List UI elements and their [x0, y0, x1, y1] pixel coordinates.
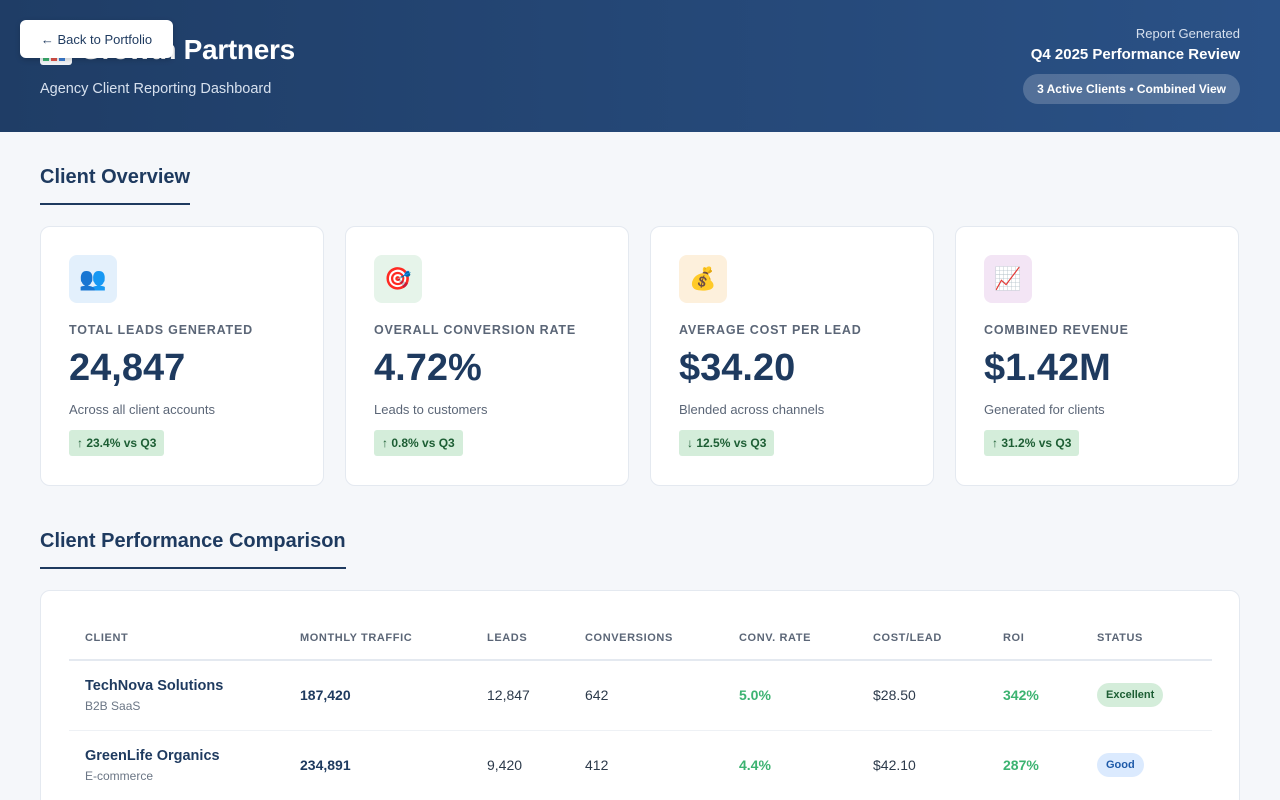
status-cell: Good: [1081, 730, 1212, 800]
kpi-trend-badge: ↑ 23.4% vs Q3: [69, 430, 165, 456]
column-header-client[interactable]: CLIENT: [69, 619, 284, 661]
column-header-leads[interactable]: LEADS: [471, 619, 569, 661]
report-meta: Report Generated Q4 2025 Performance Rev…: [1023, 26, 1240, 104]
client-cell: TechNova Solutions B2B SaaS: [69, 660, 284, 731]
kpi-description: Blended across channels: [679, 402, 825, 417]
kpi-value: $1.42M: [984, 347, 1111, 389]
status-badge: Good: [1097, 753, 1144, 777]
column-header-conversions[interactable]: CONVERSIONS: [569, 619, 723, 661]
kpi-value: $34.20: [679, 347, 796, 389]
column-header-cost-per-lead[interactable]: COST/LEAD: [857, 619, 987, 661]
kpi-description: Across all client accounts: [69, 402, 215, 417]
kpi-description: Generated for clients: [984, 402, 1105, 417]
kpi-cards: 👥 TOTAL LEADS GENERATED 24,847 Across al…: [40, 226, 1239, 486]
status-badge: Excellent: [1097, 683, 1164, 708]
kpi-value: 24,847: [69, 347, 186, 389]
comparison-title: Client Performance Comparison: [40, 530, 346, 569]
kpi-card-cost-per-lead: 💰 AVERAGE COST PER LEAD $34.20 Blended a…: [650, 226, 934, 486]
cost-per-lead-cell: $28.50: [857, 660, 987, 731]
column-header-conv-rate[interactable]: CONV. RATE: [723, 619, 857, 661]
table-row[interactable]: GreenLife Organics E-commerce 234,891 9,…: [69, 730, 1212, 800]
page-header: Growth Partners Agency Client Reporting …: [0, 0, 1280, 132]
table-header-row: CLIENT MONTHLY TRAFFIC LEADS CONVERSIONS…: [69, 619, 1212, 661]
kpi-label: COMBINED REVENUE: [984, 323, 1129, 337]
kpi-label: OVERALL CONVERSION RATE: [374, 323, 576, 337]
kpi-trend-badge: ↓ 12.5% vs Q3: [679, 430, 775, 456]
column-header-status[interactable]: STATUS: [1081, 619, 1212, 661]
leads-cell: 12,847: [471, 660, 569, 731]
client-overview-title: Client Overview: [40, 166, 191, 205]
kpi-card-conversion-rate: 🎯 OVERALL CONVERSION RATE 4.72% Leads to…: [345, 226, 629, 486]
roi-cell: 342%: [987, 660, 1081, 731]
client-type: E-commerce: [85, 768, 154, 783]
client-comparison-table: CLIENT MONTHLY TRAFFIC LEADS CONVERSIONS…: [69, 619, 1212, 800]
target-icon: 🎯: [374, 255, 422, 303]
kpi-card-total-leads: 👥 TOTAL LEADS GENERATED 24,847 Across al…: [40, 226, 324, 486]
roi-cell: 287%: [987, 730, 1081, 800]
report-title: Q4 2025 Performance Review: [1030, 46, 1240, 63]
trend-chart-icon: 📈: [984, 255, 1032, 303]
money-bag-icon: 💰: [679, 255, 727, 303]
kpi-trend-badge: ↑ 31.2% vs Q3: [984, 430, 1080, 456]
kpi-value: 4.72%: [374, 347, 482, 389]
client-name[interactable]: GreenLife Organics: [85, 747, 220, 764]
cost-per-lead-cell: $42.10: [857, 730, 987, 800]
kpi-label: AVERAGE COST PER LEAD: [679, 323, 862, 337]
comparison-table-card: CLIENT MONTHLY TRAFFIC LEADS CONVERSIONS…: [40, 590, 1240, 800]
column-header-traffic[interactable]: MONTHLY TRAFFIC: [284, 619, 471, 661]
active-clients-pill: 3 Active Clients • Combined View: [1023, 74, 1240, 104]
traffic-cell: 187,420: [284, 660, 471, 731]
kpi-description: Leads to customers: [374, 402, 488, 417]
conversions-cell: 412: [569, 730, 723, 800]
client-type: B2B SaaS: [85, 698, 141, 713]
brand-subtitle: Agency Client Reporting Dashboard: [40, 81, 272, 97]
table-row[interactable]: TechNova Solutions B2B SaaS 187,420 12,8…: [69, 660, 1212, 731]
client-name[interactable]: TechNova Solutions: [85, 677, 224, 694]
conversions-cell: 642: [569, 660, 723, 731]
report-label: Report Generated: [1135, 26, 1240, 41]
back-to-portfolio-button[interactable]: ← Back to Portfolio: [20, 20, 173, 58]
leads-cell: 9,420: [471, 730, 569, 800]
people-icon: 👥: [69, 255, 117, 303]
conv-rate-cell: 5.0%: [723, 660, 857, 731]
kpi-card-combined-revenue: 📈 COMBINED REVENUE $1.42M Generated for …: [955, 226, 1239, 486]
client-cell: GreenLife Organics E-commerce: [69, 730, 284, 800]
kpi-label: TOTAL LEADS GENERATED: [69, 323, 253, 337]
status-cell: Excellent: [1081, 660, 1212, 731]
conv-rate-cell: 4.4%: [723, 730, 857, 800]
traffic-cell: 234,891: [284, 730, 471, 800]
column-header-roi[interactable]: ROI: [987, 619, 1081, 661]
kpi-trend-badge: ↑ 0.8% vs Q3: [374, 430, 463, 456]
